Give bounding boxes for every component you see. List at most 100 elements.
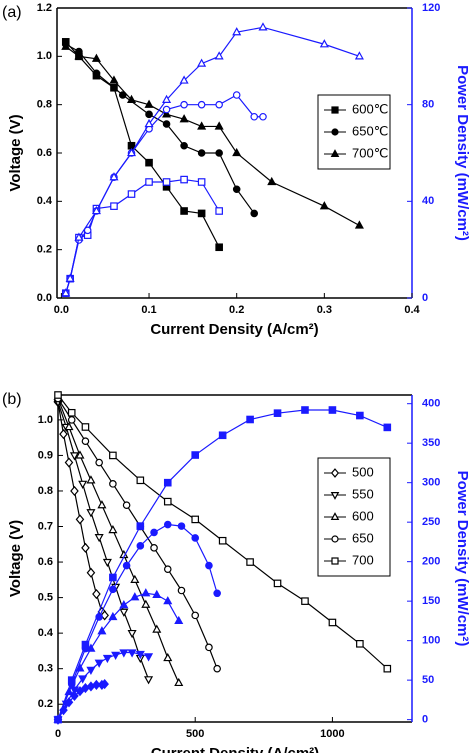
y-tick-label: 1.0: [38, 414, 53, 426]
marker: [126, 94, 137, 103]
marker: [205, 561, 213, 570]
marker: [144, 99, 154, 108]
series-line: [65, 43, 255, 214]
marker: [330, 468, 340, 478]
y2-tick-label: 150: [422, 595, 440, 607]
marker: [328, 618, 337, 627]
marker: [94, 659, 104, 668]
marker: [163, 565, 172, 573]
marker: [127, 190, 136, 198]
marker: [92, 679, 101, 690]
x-tick-label: 1000: [320, 728, 344, 740]
marker: [74, 51, 84, 60]
y2-axis-title: Power Density (mW/cm²): [454, 65, 471, 241]
y-tick-label: 1.2: [37, 2, 52, 14]
y2-tick-label: 0: [422, 714, 428, 726]
marker: [86, 475, 96, 484]
series-line: [57, 402, 106, 616]
y2-tick-label: 350: [422, 437, 440, 449]
marker: [191, 515, 200, 524]
marker: [144, 118, 154, 128]
y-tick-label: 0.6: [37, 147, 52, 159]
marker: [54, 391, 62, 399]
marker: [130, 592, 140, 601]
marker: [213, 664, 221, 673]
marker: [319, 39, 329, 48]
marker: [136, 542, 145, 550]
y-tick-label: 0.2: [37, 244, 52, 256]
marker: [250, 112, 259, 121]
y2-tick-label: 250: [422, 516, 440, 528]
marker: [163, 478, 172, 487]
marker: [331, 535, 339, 543]
marker: [74, 232, 84, 241]
x-tick-label: 0.0: [54, 304, 69, 316]
marker: [246, 558, 254, 566]
marker: [258, 22, 268, 31]
marker: [75, 686, 85, 697]
x-axis-title: Current Density (A/cm²): [150, 321, 318, 338]
marker: [122, 561, 131, 570]
y2-tick-label: 300: [422, 477, 440, 489]
marker: [197, 100, 206, 109]
marker: [162, 105, 171, 114]
marker: [163, 596, 173, 605]
y2-tick-label: 80: [422, 99, 434, 111]
marker: [215, 100, 223, 109]
marker: [144, 676, 154, 685]
marker: [78, 480, 88, 489]
marker: [214, 121, 224, 130]
marker: [86, 666, 96, 675]
marker: [69, 452, 79, 461]
marker: [109, 573, 117, 582]
y-tick-label: 0.4: [38, 627, 54, 639]
marker: [75, 450, 85, 459]
marker: [331, 557, 339, 565]
marker: [78, 675, 88, 684]
marker: [75, 514, 85, 525]
y2-tick-label: 50: [422, 674, 434, 686]
series-line: [65, 46, 360, 227]
marker: [111, 651, 121, 660]
marker: [197, 58, 207, 67]
legend-label: 700℃: [352, 145, 388, 160]
marker: [179, 114, 189, 123]
marker: [81, 542, 90, 553]
y2-tick-label: 400: [422, 398, 440, 410]
marker: [331, 128, 339, 136]
marker: [162, 120, 171, 128]
y-tick-label: 0.9: [38, 449, 53, 461]
marker: [232, 91, 241, 99]
y2-tick-label: 120: [422, 2, 440, 14]
marker: [67, 408, 76, 417]
panel-label: (b): [2, 391, 22, 408]
legend-label: 550: [352, 486, 374, 501]
marker: [162, 178, 171, 186]
marker: [383, 423, 392, 432]
marker: [97, 500, 107, 509]
legend-label: 650℃: [352, 123, 388, 138]
marker: [180, 100, 188, 109]
marker: [330, 492, 340, 500]
marker: [197, 121, 207, 130]
marker: [197, 178, 206, 186]
y2-tick-label: 40: [422, 195, 434, 207]
marker: [136, 476, 145, 485]
marker: [67, 416, 76, 424]
marker: [150, 528, 158, 537]
marker: [354, 51, 364, 60]
marker: [250, 209, 259, 218]
marker: [162, 94, 172, 103]
marker: [246, 415, 254, 424]
x-tick-label: 0.2: [229, 304, 244, 316]
marker: [218, 536, 227, 545]
marker: [91, 53, 101, 62]
marker: [191, 451, 200, 459]
marker: [118, 91, 127, 99]
y2-tick-label: 200: [422, 556, 440, 568]
series-line: [57, 398, 180, 684]
marker: [135, 650, 145, 660]
marker: [319, 201, 329, 210]
marker: [67, 676, 76, 684]
marker: [145, 178, 153, 186]
